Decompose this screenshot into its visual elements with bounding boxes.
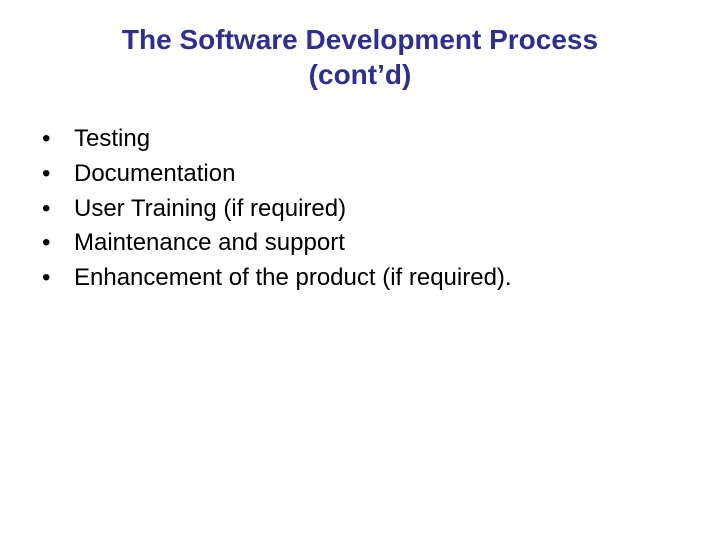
list-item: • Maintenance and support <box>42 226 512 261</box>
bullet-text: User Training (if required) <box>74 192 512 227</box>
bullet-list: • Testing • Documentation • User Trainin… <box>42 122 512 296</box>
list-item: • Documentation <box>42 157 512 192</box>
list-item: • Enhancement of the product (if require… <box>42 261 512 296</box>
bullet-icon: • <box>42 122 74 157</box>
bullet-icon: • <box>42 192 74 227</box>
bullet-text: Documentation <box>74 157 512 192</box>
title-line-1: The Software Development Process <box>122 24 598 55</box>
bullet-text: Testing <box>74 122 512 157</box>
bullet-text: Enhancement of the product (if required)… <box>74 261 512 296</box>
list-item: • Testing <box>42 122 512 157</box>
list-item: • User Training (if required) <box>42 192 512 227</box>
slide: The Software Development Process (cont’d… <box>0 0 720 540</box>
bullet-text: Maintenance and support <box>74 226 512 261</box>
title-line-2: (cont’d) <box>309 59 412 90</box>
bullet-icon: • <box>42 226 74 261</box>
bullet-icon: • <box>42 157 74 192</box>
slide-title: The Software Development Process (cont’d… <box>0 0 720 92</box>
bullet-icon: • <box>42 261 74 296</box>
